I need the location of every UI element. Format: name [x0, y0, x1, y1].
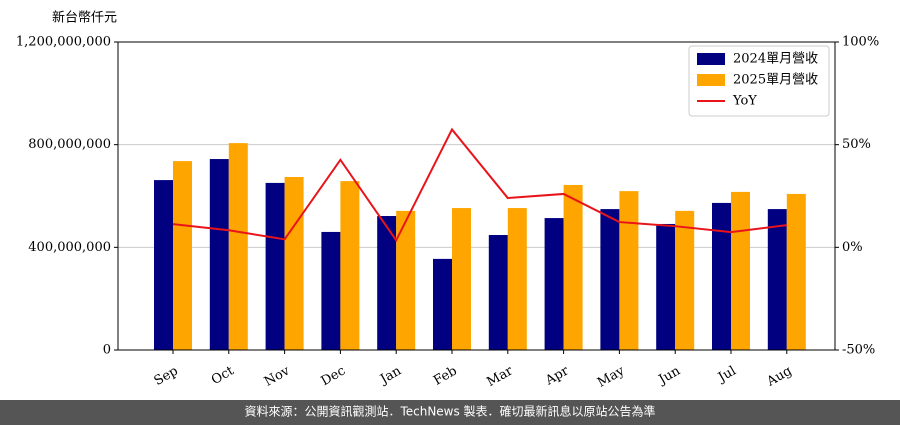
- y-tick-label: 400,000,000: [28, 240, 111, 255]
- bar: [507, 208, 527, 350]
- bar: [265, 182, 285, 350]
- bar: [767, 209, 787, 350]
- y-tick-label: 800,000,000: [28, 137, 111, 152]
- footer-bar: [0, 400, 900, 425]
- legend-label: YoY: [732, 94, 757, 109]
- legend-swatch: [697, 74, 725, 86]
- bar: [284, 177, 304, 350]
- bar: [377, 216, 397, 350]
- x-tick-label: Mar: [484, 363, 516, 390]
- x-tick-label: May: [595, 363, 628, 391]
- bar: [452, 208, 471, 350]
- y-axis-label: 新台幣仟元: [52, 10, 117, 26]
- x-tick-label: Sep: [152, 364, 181, 389]
- bar: [154, 180, 173, 350]
- legend-label: 2025單月營收: [733, 73, 818, 88]
- x-tick-label: Jun: [655, 363, 684, 388]
- bar: [209, 159, 229, 350]
- y2-tick-label: -50%: [842, 343, 875, 358]
- y2-tick-label: 0%: [842, 240, 863, 255]
- bar: [173, 161, 192, 350]
- bar: [600, 209, 620, 350]
- y-tick-label: 0: [103, 343, 111, 358]
- x-tick-label: Aug: [764, 364, 795, 391]
- plot-frame: [117, 41, 836, 351]
- bar: [563, 184, 583, 350]
- bar: [619, 191, 639, 350]
- x-tick-label: Nov: [262, 363, 293, 390]
- bar: [340, 181, 360, 350]
- bar: [396, 210, 416, 350]
- yoy-line: [172, 127, 787, 243]
- bar: [228, 143, 248, 350]
- legend-label: 2024單月營收: [733, 52, 818, 67]
- bar: [656, 223, 676, 350]
- bar: [675, 210, 695, 350]
- footer-text: 資料來源：公開資訊觀測站．TechNews 製表．確切最新訊息以原站公告為準: [244, 404, 655, 419]
- legend-swatch: [697, 53, 725, 65]
- y2-tick-label: 100%: [842, 35, 879, 50]
- bar: [544, 218, 564, 350]
- y-tick-label: 1,200,000,000: [16, 35, 111, 50]
- x-tick-label: Feb: [431, 364, 460, 389]
- x-tick-label: Jul: [714, 364, 739, 387]
- bar: [321, 231, 341, 350]
- bar: [488, 235, 508, 350]
- x-tick-label: Oct: [209, 363, 237, 388]
- bar: [712, 202, 731, 350]
- bar: [433, 258, 452, 350]
- y2-tick-label: 50%: [842, 137, 871, 152]
- x-tick-label: Apr: [542, 363, 572, 389]
- x-tick-label: Jan: [376, 363, 404, 388]
- x-tick-label: Dec: [319, 364, 349, 390]
- bar: [786, 193, 806, 350]
- bar: [731, 191, 750, 350]
